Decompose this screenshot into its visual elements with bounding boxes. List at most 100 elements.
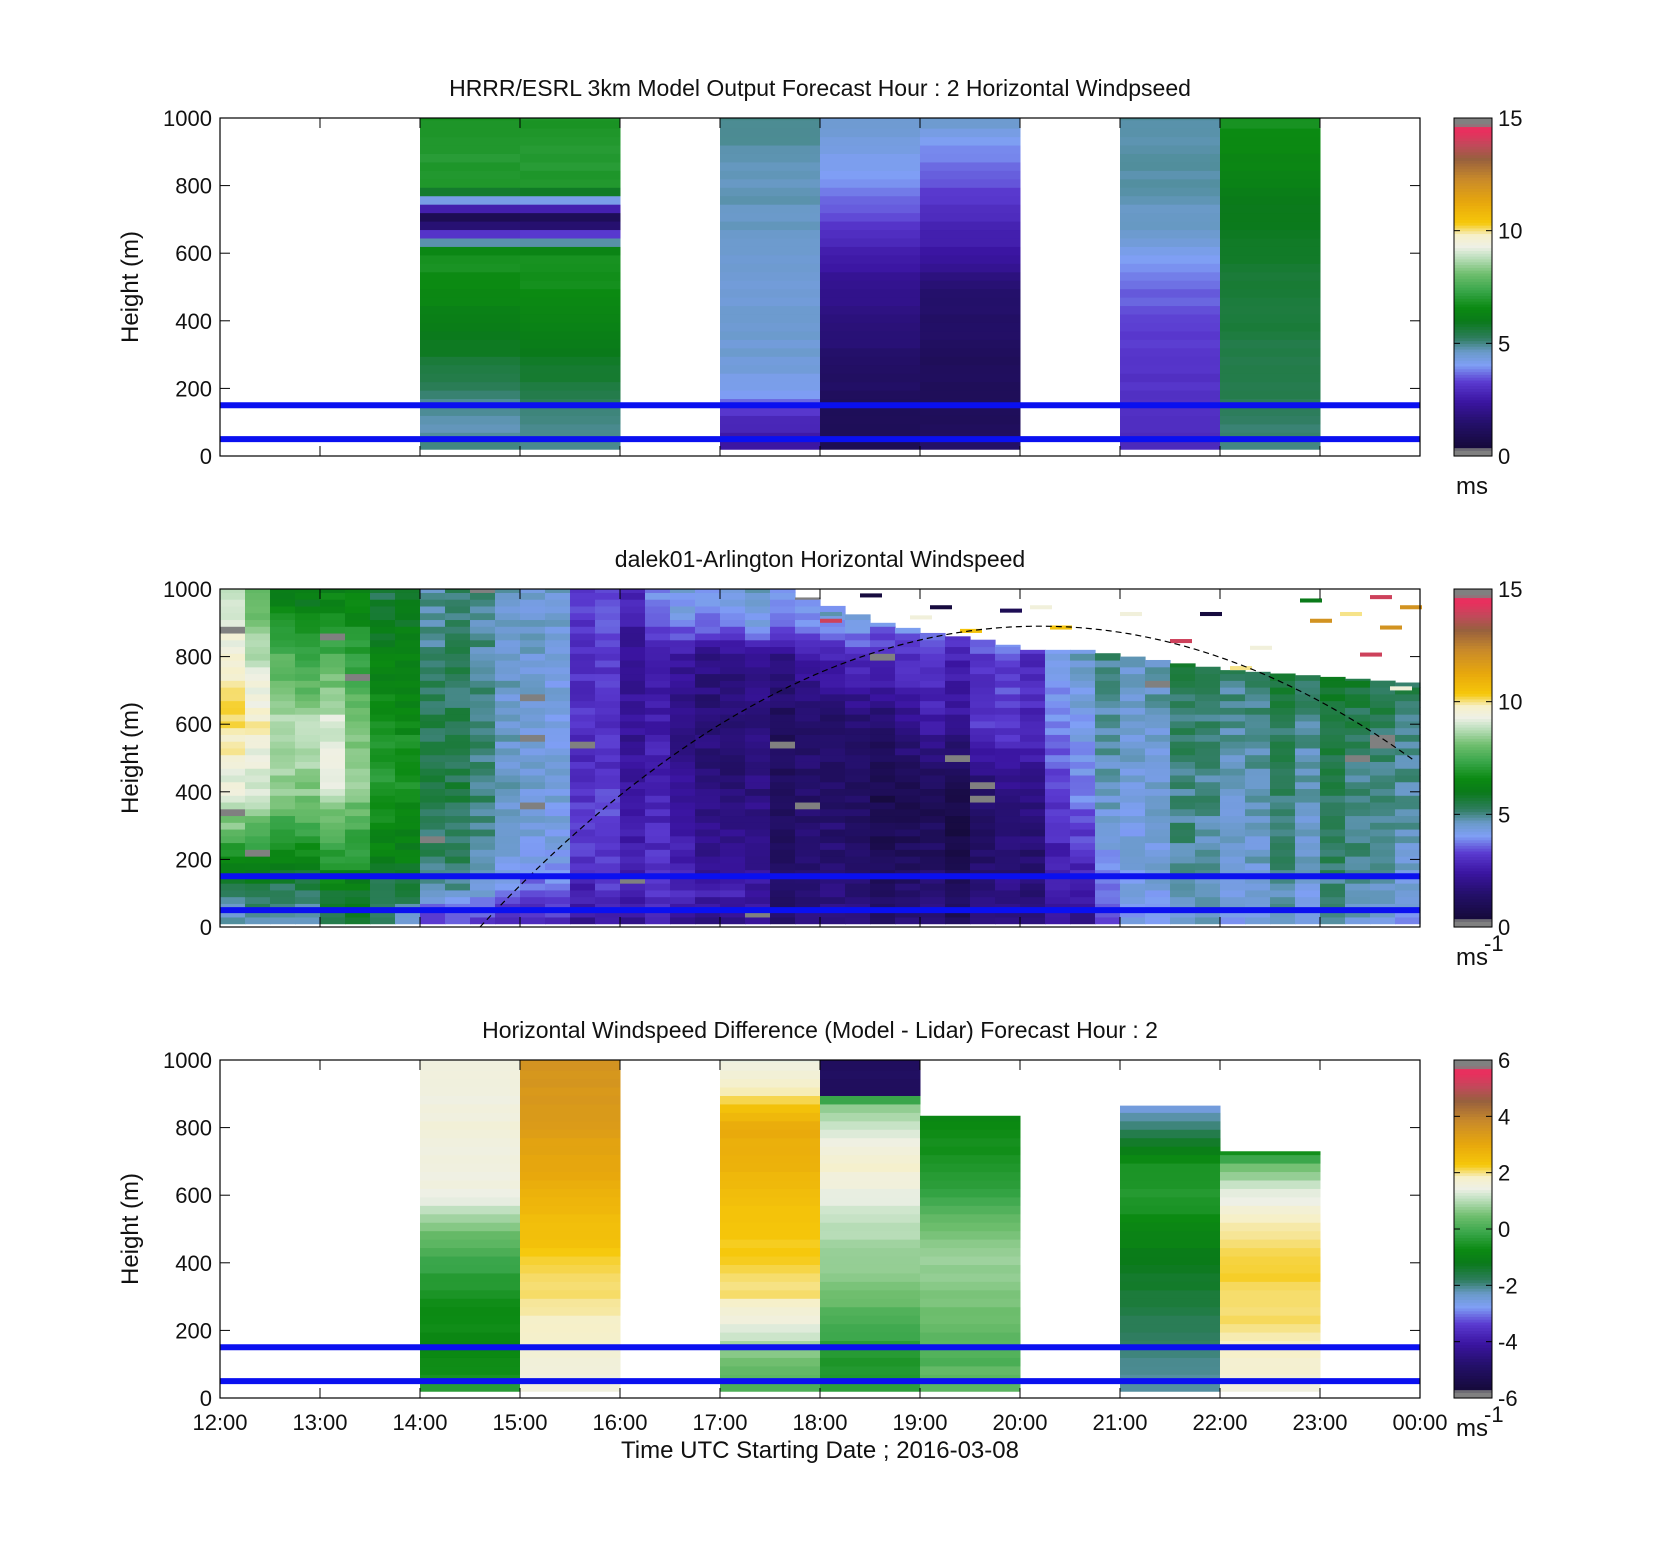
y-tick-label: 1000 <box>163 577 212 602</box>
data-cell <box>1020 910 1046 918</box>
data-cell <box>245 916 271 925</box>
data-cell <box>570 673 596 681</box>
data-cell <box>1120 754 1146 762</box>
data-cell <box>720 1222 821 1232</box>
data-cell <box>545 835 571 844</box>
data-cell <box>245 808 271 817</box>
data-cell <box>1295 714 1321 722</box>
data-cell <box>570 808 596 817</box>
data-cell <box>345 589 371 593</box>
data-cell <box>320 632 346 641</box>
data-cell <box>1120 187 1221 197</box>
colorbar-segment <box>1454 848 1492 852</box>
data-cell <box>945 673 971 681</box>
data-cell <box>470 659 496 668</box>
data-cell <box>370 680 396 688</box>
colorbar-segment <box>1454 1245 1492 1250</box>
data-cell <box>520 1137 621 1147</box>
data-cell <box>345 903 371 911</box>
data-cell <box>970 788 996 796</box>
data-cell <box>420 229 521 239</box>
data-cell <box>720 659 746 668</box>
data-cell <box>920 788 946 796</box>
data-cell <box>570 876 596 884</box>
data-cell <box>1120 1357 1221 1367</box>
data-cell <box>820 1247 921 1257</box>
data-cell <box>295 673 321 681</box>
data-cell <box>1220 828 1246 837</box>
data-cell <box>1370 835 1396 844</box>
data-cell <box>1020 889 1046 898</box>
data-cell <box>370 896 396 904</box>
scattered-return <box>1230 666 1252 671</box>
data-cell <box>695 700 721 708</box>
data-cell <box>945 883 971 891</box>
data-cell <box>445 815 471 823</box>
data-cell <box>795 896 821 904</box>
colorbar-segment <box>1454 752 1492 756</box>
data-cell <box>720 204 821 214</box>
data-cell <box>270 822 296 830</box>
data-cell <box>520 381 621 391</box>
data-cell <box>920 734 946 742</box>
data-cell <box>370 599 396 607</box>
data-cell <box>470 889 496 898</box>
colorbar-segment <box>1454 772 1492 776</box>
data-cell <box>345 599 371 607</box>
data-cell <box>1045 727 1071 735</box>
colorbar-segment <box>1454 1102 1492 1106</box>
data-cell <box>1095 653 1121 661</box>
data-cell <box>1245 741 1271 749</box>
data-cell <box>520 1281 621 1291</box>
colorbar-segment <box>1454 140 1492 144</box>
data-cell <box>645 592 671 600</box>
data-cell <box>570 626 596 634</box>
data-cell <box>520 254 621 264</box>
data-cell <box>470 903 496 911</box>
colorbar-segment <box>1454 1290 1492 1295</box>
data-cell <box>770 714 796 722</box>
data-cell <box>1070 673 1096 681</box>
data-cell <box>270 707 296 715</box>
data-cell <box>870 727 896 735</box>
data-cell <box>920 229 1021 239</box>
data-cell <box>745 862 771 871</box>
data-cell <box>570 605 596 614</box>
colorbar-segment <box>1454 915 1492 920</box>
data-cell <box>395 856 421 864</box>
data-cell <box>1095 822 1121 830</box>
colorbar-segment <box>1454 453 1492 457</box>
data-cell <box>245 673 271 681</box>
data-cell <box>420 883 446 891</box>
data-cell <box>295 916 321 925</box>
colorbar-segment <box>1454 898 1492 903</box>
data-cell <box>1170 876 1196 884</box>
data-cell <box>595 589 621 593</box>
data-cell <box>1170 916 1196 925</box>
data-cell <box>545 734 571 742</box>
data-cell <box>1320 687 1346 695</box>
data-cell <box>645 774 671 783</box>
data-cell <box>1220 734 1246 742</box>
data-cell <box>320 862 346 871</box>
data-cell <box>770 876 796 884</box>
colorbar-segment <box>1454 1130 1492 1134</box>
data-cell <box>1145 808 1171 817</box>
data-cell <box>220 835 246 844</box>
colorbar-segment <box>1454 306 1492 311</box>
y-tick-label: 200 <box>175 847 212 872</box>
data-cell <box>320 589 346 593</box>
data-cell <box>820 187 921 197</box>
data-cell <box>520 1247 621 1257</box>
data-cell <box>970 903 996 911</box>
data-cell <box>295 869 321 877</box>
data-cell <box>945 896 971 904</box>
data-cell <box>1145 666 1171 675</box>
data-cell <box>920 339 1021 349</box>
data-cell <box>895 889 921 898</box>
data-cell <box>570 727 596 735</box>
data-cell <box>945 741 971 749</box>
data-cell <box>895 903 921 911</box>
data-cell <box>920 727 946 735</box>
data-cell <box>1395 896 1421 904</box>
